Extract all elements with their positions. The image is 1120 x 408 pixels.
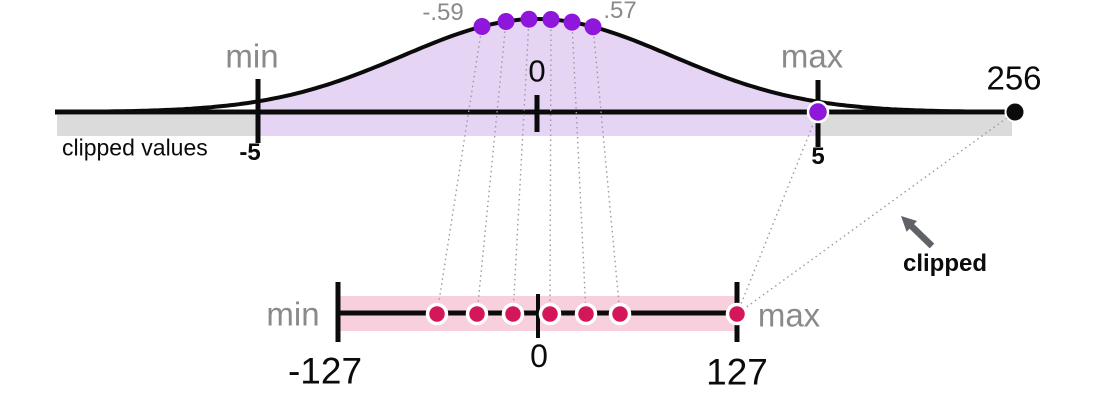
- clipped-arrow-head: [901, 216, 917, 232]
- clipped-values-label: clipped values: [62, 134, 208, 161]
- quantized-value-dot: [574, 302, 598, 326]
- mapping-dotted-line: [592, 26, 621, 315]
- top-max-value: 5: [811, 143, 825, 170]
- top-min-label: min: [225, 37, 279, 75]
- bottom-zero-label: 0: [530, 338, 548, 374]
- bottom-min-value: -127: [287, 350, 363, 392]
- quantized-value-dot: [425, 302, 449, 326]
- mapping-dotted-line: [512, 19, 530, 315]
- bottom-min-label: min: [266, 295, 320, 333]
- quantized-value-dot: [501, 302, 525, 326]
- outlier-value-label: 256: [986, 59, 1042, 97]
- outlier-dot: [1004, 101, 1026, 123]
- bottom-max-label: max: [757, 296, 821, 334]
- float-value-dot: [497, 13, 515, 30]
- data-max-label: .57: [603, 0, 637, 24]
- top-zero-label: 0: [528, 53, 546, 89]
- float-value-dot: [473, 18, 491, 35]
- clip-max-dot: [806, 100, 830, 124]
- clipped-arrow-shaft: [907, 222, 935, 249]
- quantized-value-dot: [465, 302, 489, 326]
- float-value-dot: [542, 11, 560, 28]
- float-value-dot: [584, 18, 602, 36]
- top-max-label: max: [780, 37, 844, 75]
- quantized-value-dot: [538, 302, 562, 326]
- quantized-value-dot: [608, 302, 632, 326]
- float-value-dot: [520, 10, 538, 28]
- quantized-max-dot: [725, 302, 749, 326]
- clip-dotted-line: [736, 111, 819, 315]
- float-value-dot: [563, 13, 581, 31]
- data-min-label: -.59: [422, 0, 464, 26]
- clipped-annotation-label: clipped: [902, 250, 988, 277]
- top-min-value: -5: [239, 139, 261, 166]
- distribution-fill: [258, 19, 818, 136]
- mapping-dotted-line: [549, 19, 552, 315]
- bottom-max-value: 127: [706, 351, 768, 393]
- clip-dotted-line: [736, 111, 1016, 315]
- mapping-dotted-line: [436, 26, 483, 315]
- mapping-dotted-line: [571, 22, 587, 315]
